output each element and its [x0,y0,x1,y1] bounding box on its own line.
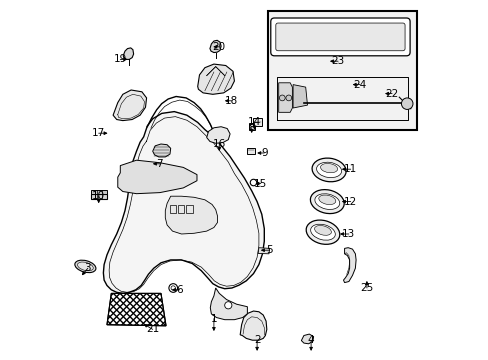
Bar [169,205,176,213]
Bar [178,205,184,213]
Text: 4: 4 [307,335,314,345]
Text: 24: 24 [352,80,366,90]
Polygon shape [118,160,197,194]
Text: 20: 20 [212,42,225,52]
Text: 15: 15 [254,179,267,189]
Polygon shape [209,40,221,53]
Polygon shape [253,118,261,126]
Polygon shape [258,248,269,254]
Text: 18: 18 [225,96,238,106]
Circle shape [171,286,175,290]
Text: 10: 10 [92,191,105,201]
Ellipse shape [318,195,335,204]
Ellipse shape [305,220,339,244]
Bar [186,205,192,213]
Ellipse shape [75,260,96,273]
Ellipse shape [314,225,331,235]
Circle shape [250,179,256,186]
Ellipse shape [311,158,346,182]
Text: 11: 11 [344,164,357,174]
Polygon shape [91,194,107,199]
Text: 7: 7 [156,159,163,169]
Polygon shape [206,127,230,143]
Polygon shape [248,123,255,130]
Text: 22: 22 [385,89,398,99]
Circle shape [285,95,291,101]
Ellipse shape [77,262,93,271]
Ellipse shape [316,162,341,177]
Text: 23: 23 [331,56,344,66]
Text: 21: 21 [146,324,159,334]
Circle shape [279,95,285,101]
Polygon shape [103,112,264,293]
Text: 2: 2 [253,335,260,345]
Text: 25: 25 [360,283,373,293]
Ellipse shape [310,190,344,213]
Circle shape [224,302,231,309]
Polygon shape [343,248,355,283]
Circle shape [168,284,177,292]
Text: 16: 16 [212,139,225,149]
Polygon shape [301,334,313,344]
FancyBboxPatch shape [270,18,409,56]
Polygon shape [123,48,133,59]
Text: 12: 12 [344,197,357,207]
Ellipse shape [310,224,335,240]
Polygon shape [240,311,266,340]
Polygon shape [197,64,234,94]
Polygon shape [165,196,217,234]
Ellipse shape [314,194,339,210]
Ellipse shape [320,163,337,173]
Polygon shape [113,90,146,121]
Text: 3: 3 [84,263,91,273]
Text: 13: 13 [342,229,355,239]
Text: 6: 6 [176,285,183,295]
Text: 17: 17 [92,128,105,138]
Polygon shape [210,288,247,320]
Polygon shape [247,148,254,154]
Text: 8: 8 [248,123,254,133]
Polygon shape [91,190,107,194]
Polygon shape [152,144,170,157]
Text: 1: 1 [210,314,217,324]
Text: 19: 19 [113,54,127,64]
Circle shape [401,98,412,109]
Text: 9: 9 [261,148,267,158]
Bar [267,11,416,130]
Text: 5: 5 [266,245,272,255]
FancyBboxPatch shape [275,23,404,51]
Polygon shape [107,293,166,326]
Polygon shape [278,83,292,112]
Polygon shape [292,85,307,108]
Text: 14: 14 [247,117,261,127]
